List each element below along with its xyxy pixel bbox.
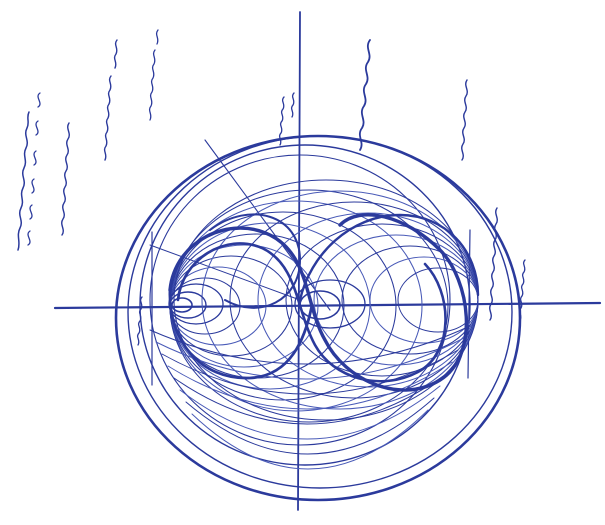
handwritten-note-3 (103, 39, 118, 161)
s-curve-main (168, 213, 469, 392)
diagonal-guide-1 (204, 139, 331, 311)
lower-arc-6 (179, 385, 441, 440)
axes (53, 11, 602, 511)
lower-arc-4 (167, 361, 453, 410)
handwritten-note-6 (461, 79, 468, 161)
handwritten-note-8 (278, 92, 295, 146)
handwritten-note-4 (148, 29, 159, 121)
center-ellipse-2 (294, 279, 366, 329)
handwritten-note-10 (518, 259, 526, 321)
left-spiral (168, 283, 224, 325)
spiral-core-3 (168, 283, 224, 325)
main-circles (114, 134, 522, 502)
handwritten-note-9 (136, 296, 143, 346)
inner-circle-a (139, 144, 471, 466)
inner-circle-b (149, 154, 451, 446)
lower-arc-8 (191, 409, 429, 470)
spiral-core-2 (169, 291, 207, 319)
center-ellipses (294, 279, 366, 329)
handwritten-annotations (17, 29, 526, 346)
right-nested-ellipses (173, 179, 479, 421)
handwritten-note-5 (358, 39, 371, 151)
horizontal-axis (53, 301, 602, 310)
lower-arc-1 (149, 325, 471, 365)
right-vertical-guide (467, 229, 471, 379)
spiral-core-1 (171, 297, 193, 313)
lower-arc-7 (185, 397, 435, 455)
s-curve-left-lobe (168, 288, 314, 380)
outer-circle-2 (127, 135, 513, 489)
figure-eight-curves (168, 213, 480, 392)
s-curve-inner (176, 242, 447, 383)
right-ellipse-5 (285, 223, 479, 377)
diagonal-guide-2 (149, 244, 301, 301)
handwritten-note-1 (17, 111, 30, 251)
center-ellipse-1 (299, 290, 341, 320)
spiral-loop-left (209, 213, 301, 309)
s-curve-right-lobe (298, 213, 480, 302)
lower-arc-5 (173, 373, 447, 425)
lower-arc-3 (161, 349, 459, 395)
handwritten-note-7 (489, 207, 498, 321)
handwritten-note-2 (61, 122, 70, 236)
handwritten-note-1b (27, 92, 41, 246)
